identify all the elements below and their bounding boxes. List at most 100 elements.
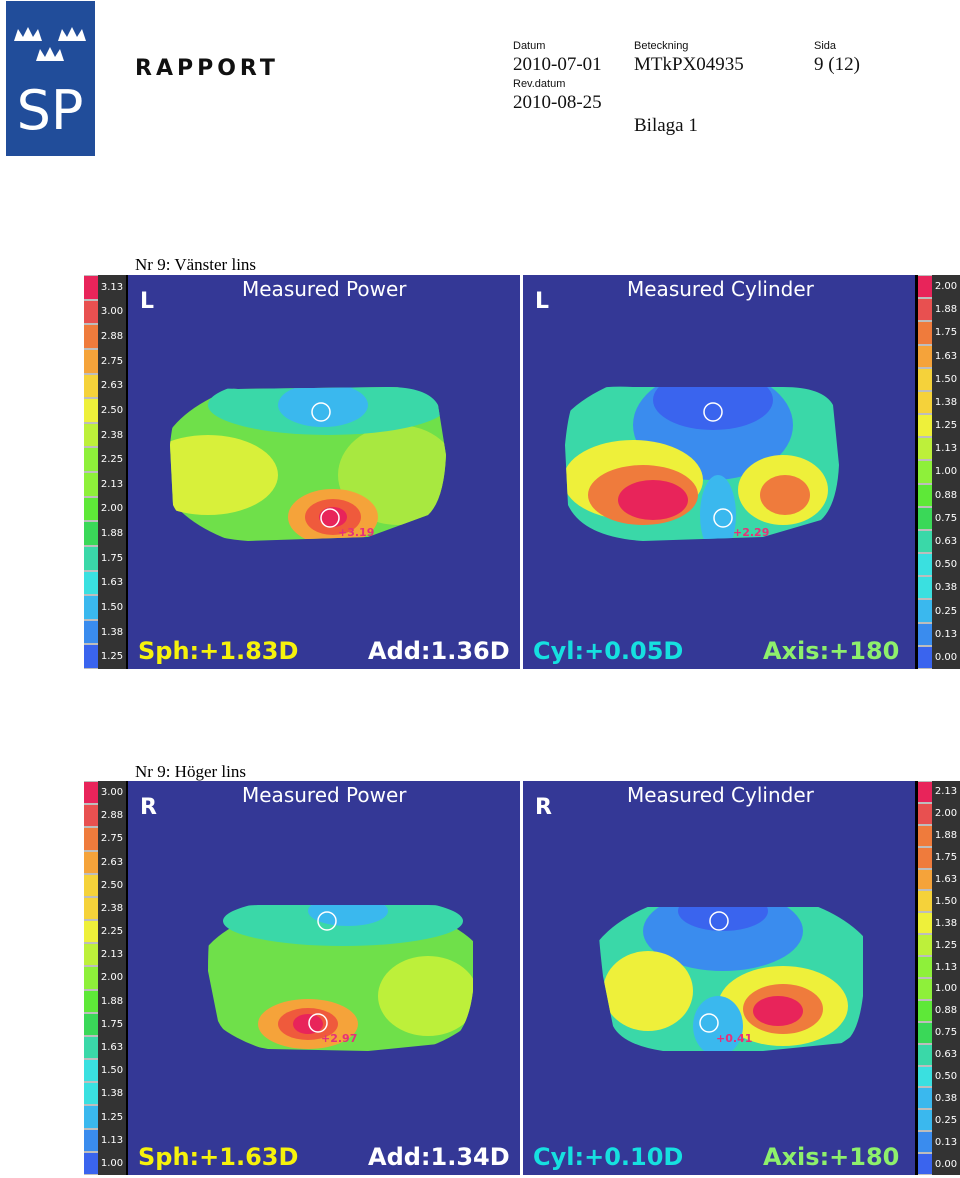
scale-swatch bbox=[918, 577, 932, 599]
scale-tick-label: 1.50 bbox=[932, 367, 960, 391]
revdatum-label: Rev.datum bbox=[513, 78, 566, 90]
scale-swatch bbox=[84, 1106, 98, 1128]
scale-step: 2.50 bbox=[84, 398, 126, 423]
color-scale-power: 3.13 3.00 2.88 2.75 2.63 2.50 2.38 2.25 2.13 2.00… bbox=[84, 275, 126, 669]
map-title: Measured Cylinder bbox=[627, 783, 814, 807]
scale-tick-label: 1.25 bbox=[932, 414, 960, 438]
measurement-circle bbox=[699, 1013, 719, 1033]
scale-swatch bbox=[918, 1022, 932, 1043]
eye-label: R bbox=[140, 795, 157, 820]
sp-logo: SP bbox=[6, 1, 95, 156]
scale-step: 0.25 bbox=[918, 599, 960, 623]
scale-tick-label: 1.50 bbox=[98, 1059, 126, 1083]
scale-swatch bbox=[84, 522, 98, 545]
scale-tick-label: 1.38 bbox=[932, 912, 960, 935]
lens-map-panel-left: 3.13 3.00 2.88 2.75 2.63 2.50 2.38 2.25 2.13 2.00… bbox=[84, 275, 960, 669]
scale-tick-label: 1.63 bbox=[98, 1035, 126, 1060]
scale-tick-label: 3.00 bbox=[98, 781, 126, 805]
scale-swatch bbox=[84, 546, 98, 570]
peak-value: +3.19 bbox=[338, 526, 375, 539]
scale-tick-label: 1.00 bbox=[98, 1151, 126, 1175]
map-divider bbox=[520, 781, 523, 1175]
scale-step: 2.00 bbox=[84, 966, 126, 990]
scale-swatch bbox=[84, 620, 98, 644]
scale-swatch bbox=[84, 828, 98, 850]
heatmap-region bbox=[618, 480, 688, 520]
scale-tick-label: 1.88 bbox=[98, 989, 126, 1013]
scale-tick-label: 2.38 bbox=[98, 896, 126, 921]
scale-swatch bbox=[84, 1083, 98, 1105]
scale-swatch bbox=[918, 1088, 932, 1109]
scale-swatch bbox=[84, 571, 98, 595]
scale-step: 1.75 bbox=[84, 1012, 126, 1036]
scale-tick-label: 0.00 bbox=[932, 645, 960, 669]
scale-swatch bbox=[84, 990, 98, 1012]
axis-value: Axis:+180 bbox=[763, 1143, 900, 1171]
add-value: Add:1.34D bbox=[368, 1143, 510, 1171]
eye-label: L bbox=[535, 289, 550, 314]
scale-tick-label: 1.00 bbox=[932, 460, 960, 484]
measurement-circle bbox=[713, 508, 733, 528]
datum-label: Datum bbox=[513, 40, 546, 52]
scale-swatch bbox=[918, 391, 932, 414]
scale-step: 1.88 bbox=[918, 824, 960, 847]
scale-step: 0.25 bbox=[918, 1109, 960, 1132]
scale-swatch bbox=[918, 803, 932, 824]
crowns-icon bbox=[14, 27, 86, 61]
scale-tick-label: 2.50 bbox=[98, 398, 126, 423]
scale-swatch bbox=[918, 484, 932, 506]
peak-value: +0.41 bbox=[716, 1032, 753, 1045]
scale-step: 2.00 bbox=[918, 275, 960, 299]
scale-step: 2.25 bbox=[84, 447, 126, 472]
scale-tick-label: 1.13 bbox=[932, 437, 960, 461]
scale-step: 0.63 bbox=[918, 529, 960, 554]
scale-step: 0.75 bbox=[918, 1021, 960, 1044]
eye-label: R bbox=[535, 795, 552, 820]
scale-swatch bbox=[84, 448, 98, 471]
scale-swatch bbox=[84, 399, 98, 422]
scale-step: 2.00 bbox=[84, 496, 126, 522]
scale-step: 1.88 bbox=[84, 989, 126, 1013]
scale-tick-label: 2.38 bbox=[98, 422, 126, 448]
scale-swatch bbox=[84, 473, 98, 496]
scale-tick-label: 1.25 bbox=[98, 644, 126, 669]
scale-swatch bbox=[918, 913, 932, 934]
peak-value: +2.29 bbox=[733, 526, 770, 539]
scale-swatch bbox=[918, 276, 932, 298]
scale-step: 0.38 bbox=[918, 576, 960, 600]
scale-step: 1.00 bbox=[918, 460, 960, 484]
scale-step: 2.13 bbox=[84, 472, 126, 497]
scale-swatch bbox=[918, 345, 932, 367]
scale-swatch bbox=[918, 869, 932, 890]
scale-step: 1.50 bbox=[918, 367, 960, 391]
scale-tick-label: 0.88 bbox=[932, 483, 960, 507]
sida-label: Sida bbox=[814, 40, 837, 52]
report-label: RAPPORT bbox=[135, 56, 279, 81]
scale-step: 1.38 bbox=[84, 1082, 126, 1106]
scale-step: 2.50 bbox=[84, 873, 126, 897]
scale-step: 1.13 bbox=[918, 437, 960, 461]
scale-swatch bbox=[918, 957, 932, 977]
scale-tick-label: 2.50 bbox=[98, 873, 126, 897]
measurement-circle bbox=[709, 911, 729, 931]
scale-swatch bbox=[918, 1110, 932, 1131]
scale-swatch bbox=[84, 1013, 98, 1035]
scale-tick-label: 1.63 bbox=[932, 344, 960, 368]
scale-step: 2.63 bbox=[84, 850, 126, 874]
heatmap-region bbox=[293, 1014, 323, 1034]
measurement-circle bbox=[320, 508, 340, 528]
scale-step: 1.75 bbox=[918, 846, 960, 869]
scale-step: 1.75 bbox=[84, 545, 126, 571]
scale-swatch bbox=[918, 623, 932, 645]
scale-tick-label: 2.00 bbox=[932, 275, 960, 299]
scale-tick-label: 0.50 bbox=[932, 1065, 960, 1088]
scale-tick-label: 1.13 bbox=[932, 956, 960, 978]
scale-swatch bbox=[918, 891, 932, 912]
color-scale-power: 3.00 2.88 2.75 2.63 2.50 2.38 2.25 2.13 2.00 1.88… bbox=[84, 781, 126, 1175]
beteckning-value: MTkPX04935 bbox=[634, 54, 744, 75]
scale-step: 3.13 bbox=[84, 275, 126, 300]
scale-tick-label: 2.13 bbox=[932, 781, 960, 803]
map-title: Measured Power bbox=[242, 783, 407, 807]
scale-swatch bbox=[918, 530, 932, 553]
scale-tick-label: 1.75 bbox=[98, 1012, 126, 1036]
